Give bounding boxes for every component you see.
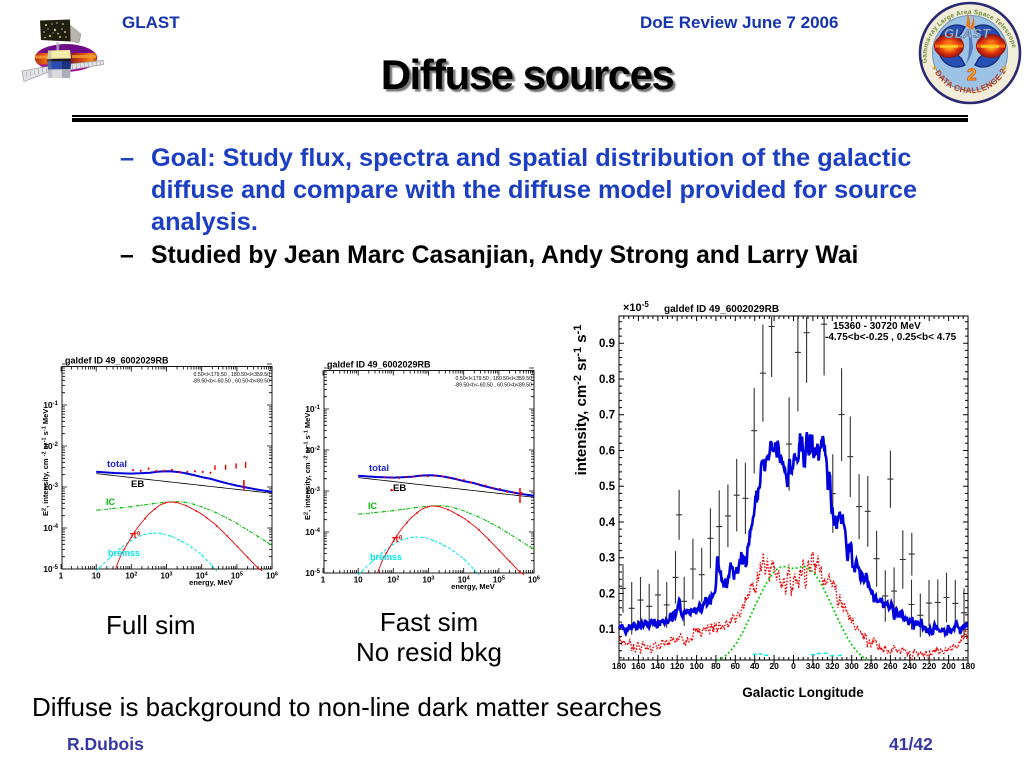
svg-text:0.50<l<179.50 , 180.50<l<359.5: 0.50<l<179.50 , 180.50<l<359.50 [194, 372, 271, 378]
svg-text:340: 340 [806, 661, 820, 671]
svg-text:2: 2 [967, 65, 976, 84]
svg-text:π0: π0 [130, 530, 141, 540]
svg-text:300: 300 [845, 661, 859, 671]
svg-text:40: 40 [750, 661, 760, 671]
svg-text:EB: EB [393, 483, 406, 494]
svg-text:140: 140 [651, 661, 665, 671]
svg-text:180: 180 [612, 661, 626, 671]
svg-text:0.3: 0.3 [599, 553, 615, 565]
svg-text:total: total [369, 463, 389, 474]
svg-text:0.4: 0.4 [599, 517, 616, 529]
svg-text:15360 - 30720 MeV: 15360 - 30720 MeV [833, 321, 921, 332]
svg-text:106: 106 [266, 572, 278, 581]
svg-text:IC: IC [368, 501, 378, 511]
svg-text:160: 160 [631, 661, 645, 671]
svg-text:280: 280 [864, 661, 878, 671]
svg-text:320: 320 [825, 661, 839, 671]
svg-text:10-2: 10-2 [43, 441, 58, 451]
svg-text:104: 104 [458, 576, 471, 585]
svg-text:bremss: bremss [108, 548, 140, 558]
svg-text:10-3: 10-3 [305, 486, 320, 496]
svg-text:0.6: 0.6 [599, 446, 615, 458]
svg-text:10-3: 10-3 [43, 482, 58, 492]
svg-text:-4.75<b<-0.25 , 0.25<b< 4.75: -4.75<b<-0.25 , 0.25<b< 4.75 [825, 332, 957, 343]
svg-text:0.2: 0.2 [599, 589, 615, 601]
svg-text:80: 80 [711, 661, 721, 671]
svg-text:×10-5: ×10-5 [623, 300, 649, 314]
svg-text:intensity, cm-2 sr-1 s-1: intensity, cm-2 sr-1 s-1 [572, 325, 590, 476]
svg-text:102: 102 [125, 572, 137, 581]
svg-text:102: 102 [387, 576, 399, 585]
svg-text:105: 105 [231, 572, 243, 581]
svg-text:total: total [107, 459, 127, 470]
svg-text:10-5: 10-5 [43, 564, 58, 574]
svg-text:106: 106 [528, 576, 540, 585]
svg-text:10-1: 10-1 [43, 400, 58, 410]
svg-text:10-5: 10-5 [305, 568, 320, 578]
svg-text:0.1: 0.1 [599, 624, 616, 636]
svg-text:1: 1 [59, 572, 64, 581]
svg-text:105: 105 [493, 576, 505, 585]
svg-text:energy, MeV: energy, MeV [451, 582, 495, 591]
svg-text:0.50<l<179.50 , 180.50<l<359.5: 0.50<l<179.50 , 180.50<l<359.50 [456, 376, 533, 382]
svg-text:✱: ✱ [1002, 65, 1007, 72]
svg-text:10-2: 10-2 [305, 445, 320, 455]
svg-text:10-4: 10-4 [43, 523, 58, 533]
svg-text:-89.50<b<-60.50 , 60.50<b<89.5: -89.50<b<-60.50 , 60.50<b<89.50 [192, 379, 270, 385]
svg-text:E2, intensity, cm -2 sr-1 s-1: E2, intensity, cm -2 sr-1 s-1 MeV [41, 409, 50, 516]
svg-text:0.5: 0.5 [599, 481, 616, 493]
svg-text:0.7: 0.7 [599, 410, 615, 422]
svg-text:✱: ✱ [932, 65, 937, 72]
svg-text:10: 10 [92, 572, 101, 581]
svg-text:E2, intensity, cm -2 sr-1 s-1: E2, intensity, cm -2 sr-1 s-1 MeV [303, 413, 312, 520]
svg-text:galdef ID 49_6002029RB: galdef ID 49_6002029RB [664, 304, 779, 315]
svg-text:galdef ID 49_6002029RB: galdef ID 49_6002029RB [65, 356, 169, 366]
svg-text:IC: IC [106, 497, 116, 507]
svg-text:galdef ID 49_6002029RB: galdef ID 49_6002029RB [327, 360, 431, 370]
svg-text:103: 103 [161, 572, 173, 581]
svg-text:60: 60 [731, 661, 741, 671]
svg-text:Galactic Longitude: Galactic Longitude [742, 685, 864, 700]
svg-text:GLAST: GLAST [944, 26, 991, 41]
svg-text:energy, MeV: energy, MeV [189, 578, 233, 587]
svg-text:103: 103 [423, 576, 435, 585]
svg-text:180: 180 [961, 661, 975, 671]
svg-text:10-4: 10-4 [305, 527, 320, 537]
svg-text:240: 240 [903, 661, 917, 671]
svg-text:104: 104 [196, 572, 209, 581]
svg-text:10: 10 [354, 576, 363, 585]
svg-text:EB: EB [131, 479, 144, 490]
svg-text:0.8: 0.8 [599, 374, 616, 386]
svg-text:π0: π0 [392, 534, 403, 544]
svg-text:0.9: 0.9 [599, 338, 615, 350]
svg-text:1: 1 [321, 576, 326, 585]
svg-text:0: 0 [791, 661, 796, 671]
svg-text:200: 200 [942, 661, 956, 671]
svg-text:20: 20 [769, 661, 779, 671]
svg-text:220: 220 [922, 661, 936, 671]
svg-text:100: 100 [690, 661, 704, 671]
svg-text:120: 120 [670, 661, 684, 671]
svg-text:bremss: bremss [370, 552, 402, 562]
svg-text:10-1: 10-1 [305, 404, 320, 414]
svg-text:-89.50<b<-60.50 , 60.50<b<89.5: -89.50<b<-60.50 , 60.50<b<89.50 [454, 383, 532, 389]
svg-text:260: 260 [883, 661, 897, 671]
